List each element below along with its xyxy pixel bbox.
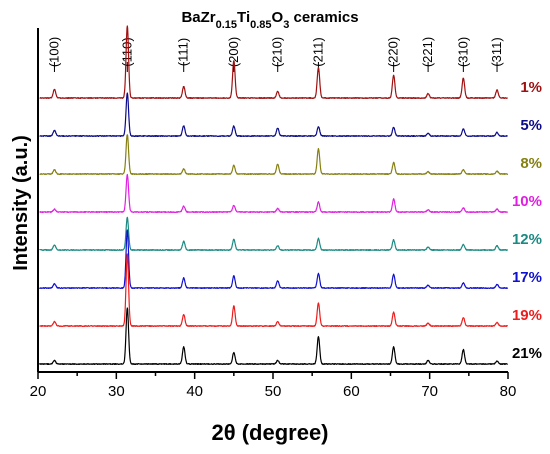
title-part: ceramics bbox=[289, 9, 358, 26]
reflection-labels: (100) (110) (111) (200) (210) (211) (220) (221)… bbox=[46, 37, 504, 72]
series-label: 21% bbox=[512, 345, 542, 362]
reflection-label: (100) bbox=[46, 37, 61, 67]
x-tick-label: 20 bbox=[30, 383, 47, 400]
xrd-pattern bbox=[39, 92, 508, 138]
series-label: 12% bbox=[512, 231, 542, 248]
x-tick-label: 30 bbox=[108, 383, 125, 400]
xrd-pattern bbox=[39, 229, 509, 290]
reflection-label: (210) bbox=[270, 37, 285, 67]
x-tick-label: 50 bbox=[265, 383, 282, 400]
reflection-label: (111) bbox=[176, 38, 191, 66]
reflection-label: (110) bbox=[119, 37, 134, 66]
xrd-pattern bbox=[39, 307, 508, 366]
title-part: 0.15 bbox=[216, 19, 237, 31]
title-part: BaZr bbox=[181, 9, 215, 26]
reflection-label: (200) bbox=[226, 37, 241, 67]
diffraction-patterns bbox=[39, 25, 509, 366]
x-axis-title: 2θ (degree) bbox=[211, 420, 328, 445]
axes: 20 30 40 50 60 70 80 bbox=[30, 28, 517, 400]
title-part: 3 bbox=[283, 19, 289, 31]
series-label: 19% bbox=[512, 307, 542, 324]
x-tick-label: 80 bbox=[500, 383, 517, 400]
reflection-label: (220) bbox=[386, 37, 401, 67]
xrd-pattern bbox=[39, 134, 509, 176]
series-label: 17% bbox=[512, 269, 542, 286]
reflection-label: (310) bbox=[455, 37, 470, 67]
title-part: 0.85 bbox=[250, 19, 271, 31]
y-axis-title: Intensity (a.u.) bbox=[10, 135, 32, 271]
reflection-label: (211) bbox=[310, 37, 325, 66]
series-label: 5% bbox=[520, 117, 542, 134]
xrd-pattern bbox=[39, 216, 509, 252]
reflection-label: (221) bbox=[420, 37, 435, 67]
series-labels: 1% 5% 8% 10% 12% 17% 19% 21% bbox=[512, 79, 542, 362]
x-tick-label: 60 bbox=[343, 383, 360, 400]
x-tick-label: 40 bbox=[186, 383, 203, 400]
x-tick-label: 70 bbox=[421, 383, 438, 400]
series-label: 10% bbox=[512, 193, 542, 210]
series-label: 8% bbox=[520, 155, 542, 172]
title-part: Ti bbox=[237, 9, 250, 26]
xrd-pattern bbox=[39, 25, 508, 100]
title-part: O bbox=[272, 9, 284, 26]
series-label: 1% bbox=[520, 79, 542, 96]
xrd-pattern bbox=[39, 253, 508, 328]
chart-title: BaZr0.15Ti0.85O3 ceramics bbox=[181, 9, 358, 31]
reflection-label: (311) bbox=[489, 37, 504, 66]
xrd-pattern bbox=[39, 173, 509, 214]
